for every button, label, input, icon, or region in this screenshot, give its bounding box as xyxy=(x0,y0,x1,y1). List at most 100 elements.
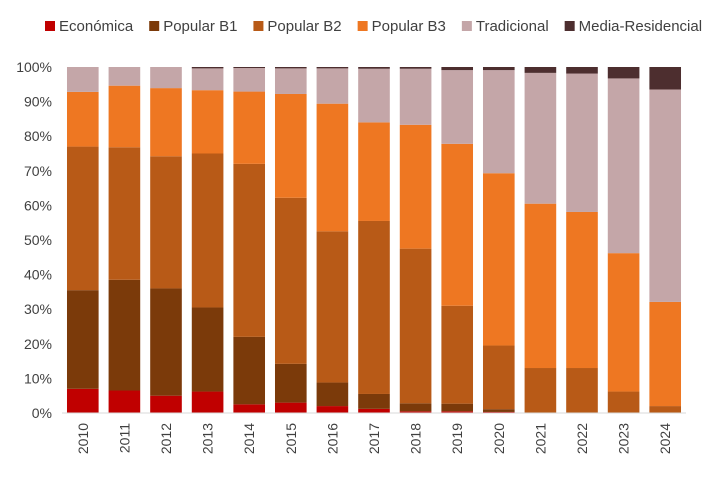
bar-segment-2023-series-3 xyxy=(607,391,640,413)
bar-segment-2020-series-1 xyxy=(482,411,515,413)
legend: Económica Popular B1 Popular B2 Popular B3 T… xyxy=(45,18,702,35)
bar-segment-2017-series-3 xyxy=(358,220,390,394)
legend-label: Tradicional xyxy=(476,18,549,35)
legend-label: Económica xyxy=(59,18,134,35)
bar-segment-2014-series-4 xyxy=(233,91,266,164)
bar-segment-2010-series-2 xyxy=(66,290,99,389)
bar-segment-2015-series-1 xyxy=(274,402,307,413)
bar-segment-2019-series-3 xyxy=(441,305,474,404)
bar-segment-2019-series-5 xyxy=(441,70,474,144)
bar-segment-2014-series-3 xyxy=(233,163,266,337)
bar-segment-2011-series-4 xyxy=(108,85,141,148)
legend-swatch xyxy=(253,21,264,31)
bar-segment-2017-series-1 xyxy=(358,408,390,413)
bar-segment-2024-series-3 xyxy=(649,406,682,413)
legend-swatch xyxy=(461,21,472,31)
bar-segment-2017-series-2 xyxy=(358,393,390,409)
bar-segment-2023-series-6 xyxy=(607,67,640,79)
x-tick-label: 2019 xyxy=(449,423,465,454)
bar-segment-2016-series-4 xyxy=(316,103,349,232)
bar-segment-2021-series-6 xyxy=(524,67,557,73)
legend-swatch xyxy=(357,21,368,31)
bar-segment-2024-series-6 xyxy=(649,67,682,90)
legend-swatch xyxy=(45,21,55,31)
bar-segment-2012-series-2 xyxy=(150,288,182,396)
bar-segment-2016-series-1 xyxy=(316,406,349,413)
legend-label: Popular B1 xyxy=(163,18,237,35)
bar-segment-2024-series-4 xyxy=(649,301,682,407)
bar-segment-2018-series-4 xyxy=(399,124,432,249)
bar-segment-2018-series-3 xyxy=(399,248,432,404)
bar-segment-2013-series-3 xyxy=(191,153,224,308)
x-tick-label: 2012 xyxy=(158,423,174,454)
legend-label: Popular B2 xyxy=(267,18,341,35)
bar-segment-2016-series-6 xyxy=(316,67,349,69)
bar-segment-2015-series-2 xyxy=(274,363,307,403)
bar-segment-2021-series-3 xyxy=(524,368,557,413)
y-tick-label: 80% xyxy=(24,128,52,144)
x-tick-label: 2021 xyxy=(532,423,548,454)
bar-segment-2016-series-3 xyxy=(316,231,349,383)
bar-segment-2013-series-4 xyxy=(191,90,224,154)
bar-segment-2022-series-6 xyxy=(566,67,598,74)
x-tick-label: 2023 xyxy=(616,423,632,454)
bar-segment-2011-series-3 xyxy=(108,147,141,280)
bar-segment-2023-series-4 xyxy=(607,253,640,392)
bar-segment-2011-series-1 xyxy=(108,390,141,413)
y-tick-label: 40% xyxy=(24,267,52,283)
bar-segment-2020-series-5 xyxy=(482,70,515,174)
x-tick-label: 2017 xyxy=(366,423,382,454)
bar-segment-2015-series-3 xyxy=(274,197,307,364)
bar-segment-2010-series-5 xyxy=(66,67,99,92)
bar-segment-2018-series-2 xyxy=(399,403,432,412)
bar-segment-2015-series-5 xyxy=(274,68,307,94)
y-tick-label: 50% xyxy=(24,232,52,248)
bar-segment-2017-series-5 xyxy=(358,68,390,123)
bar-segment-2016-series-5 xyxy=(316,68,349,104)
bar-segment-2022-series-3 xyxy=(566,368,598,413)
bar-segment-2011-series-5 xyxy=(108,67,141,86)
y-tick-label: 20% xyxy=(24,336,52,352)
bars xyxy=(66,67,682,413)
bar-segment-2022-series-4 xyxy=(566,211,598,369)
bar-segment-2010-series-4 xyxy=(66,91,99,147)
bar-segment-2014-series-6 xyxy=(233,67,266,69)
legend-label: Popular B3 xyxy=(372,18,446,35)
y-tick-label: 0% xyxy=(32,405,52,421)
x-tick-label: 2022 xyxy=(574,423,590,454)
bar-segment-2018-series-5 xyxy=(399,68,432,125)
x-tick-label: 2024 xyxy=(657,423,673,454)
bar-segment-2020-series-6 xyxy=(482,67,515,71)
bar-segment-2013-series-6 xyxy=(191,67,224,69)
bar-segment-2012-series-1 xyxy=(150,395,182,413)
bar-segment-2013-series-5 xyxy=(191,68,224,91)
y-tick-label: 60% xyxy=(24,197,52,213)
bar-segment-2020-series-3 xyxy=(482,345,515,410)
bar-segment-2018-series-6 xyxy=(399,67,432,69)
x-tick-label: 2013 xyxy=(200,423,216,454)
y-tick-label: 90% xyxy=(24,94,52,110)
bar-segment-2013-series-1 xyxy=(191,391,224,413)
bar-segment-2021-series-4 xyxy=(524,203,557,369)
bar-segment-2011-series-2 xyxy=(108,279,141,391)
plot-area: 0%10%20%30%40%50%60%70%80%90%100% 2010 20… xyxy=(16,59,686,454)
y-tick-label: 100% xyxy=(16,59,52,75)
bar-segment-2010-series-3 xyxy=(66,146,99,291)
legend-label: Media-Residencial xyxy=(579,18,702,35)
x-tick-label: 2016 xyxy=(324,423,340,454)
bar-segment-2024-series-5 xyxy=(649,89,682,302)
x-tick-label: 2018 xyxy=(408,423,424,454)
bar-segment-2023-series-5 xyxy=(607,78,640,254)
x-tick-label: 2010 xyxy=(75,423,91,454)
bar-segment-2019-series-1 xyxy=(441,411,474,413)
x-tick-label: 2020 xyxy=(491,423,507,454)
y-tick-label: 30% xyxy=(24,301,52,317)
bar-segment-2015-series-4 xyxy=(274,93,307,198)
bar-segment-2019-series-2 xyxy=(441,403,474,412)
y-tick-label: 10% xyxy=(24,370,52,386)
x-tick-label: 2015 xyxy=(283,423,299,454)
bar-segment-2012-series-3 xyxy=(150,156,182,289)
bar-segment-2012-series-4 xyxy=(150,88,182,157)
